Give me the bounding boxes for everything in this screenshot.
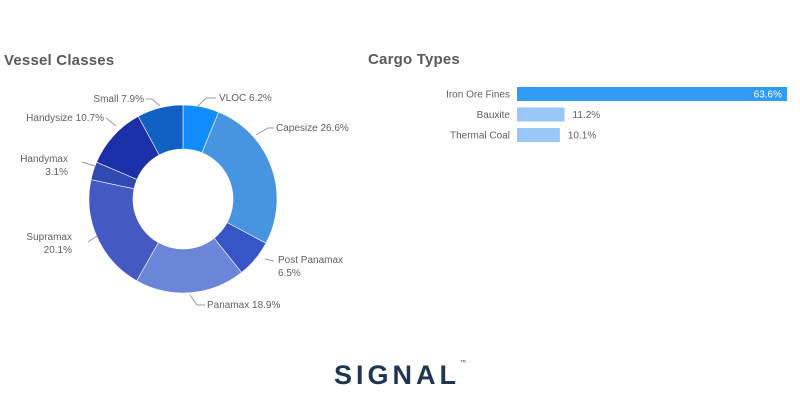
slice-label-capesize: Capesize 26.6% <box>276 123 349 134</box>
vessel-classes-donut: VLOC 6.2% Capesize 26.6% Post Panamax 6.5% P… <box>20 93 349 311</box>
bar-value-thermal-coal: 10.1% <box>568 131 596 142</box>
leader-line-post-panamax <box>264 258 275 262</box>
bar-category-bauxite: Bauxite <box>477 110 511 121</box>
bar-category-thermal-coal: Thermal Coal <box>450 131 510 142</box>
donut-slice-capesize[interactable] <box>201 111 278 244</box>
bar-value-bauxite: 11.2% <box>573 110 601 121</box>
donut-slice-small[interactable] <box>137 104 184 156</box>
slice-label-vloc: VLOC 6.2% <box>219 93 272 104</box>
logo-text: SIGNAL <box>333 360 460 390</box>
slice-label-handysize: Handysize 10.7% <box>26 113 104 124</box>
slice-label-post-panamax: Post Panamax <box>278 255 343 266</box>
trademark-mark: ™ <box>460 360 466 366</box>
slice-value-post-panamax: 6.5% <box>278 268 301 279</box>
slice-value-supramax: 20.1% <box>44 245 72 256</box>
bar-category-iron-ore-fines: Iron Ore Fines <box>446 90 510 101</box>
vessel-classes-title: Vessel Classes <box>4 52 115 69</box>
leader-line-handysize <box>105 117 117 127</box>
slice-label-small: Small 7.9% <box>93 94 144 105</box>
leader-line-handymax <box>81 161 96 167</box>
leader-line-vloc <box>196 97 216 108</box>
cargo-types-bars: Iron Ore Fines 63.6% Bauxite 11.2% Thermal C… <box>446 87 787 142</box>
slice-value-handymax: 3.1% <box>45 167 68 178</box>
bar-iron-ore-fines[interactable] <box>517 87 787 101</box>
signal-logo: SIGNAL™ <box>0 360 800 391</box>
leader-line-capesize <box>255 127 274 136</box>
leader-line-panamax <box>189 294 205 306</box>
bar-value-iron-ore-fines: 63.6% <box>754 90 782 101</box>
slice-label-panamax: Panamax 18.9% <box>207 300 280 311</box>
cargo-types-title: Cargo Types <box>368 51 460 68</box>
slice-label-handymax: Handymax <box>20 154 68 165</box>
leader-line-supramax <box>87 235 98 243</box>
slice-label-supramax: Supramax <box>26 232 72 243</box>
leader-line-small <box>146 98 161 107</box>
bar-bauxite[interactable] <box>517 107 565 122</box>
bar-thermal-coal[interactable] <box>517 128 560 142</box>
